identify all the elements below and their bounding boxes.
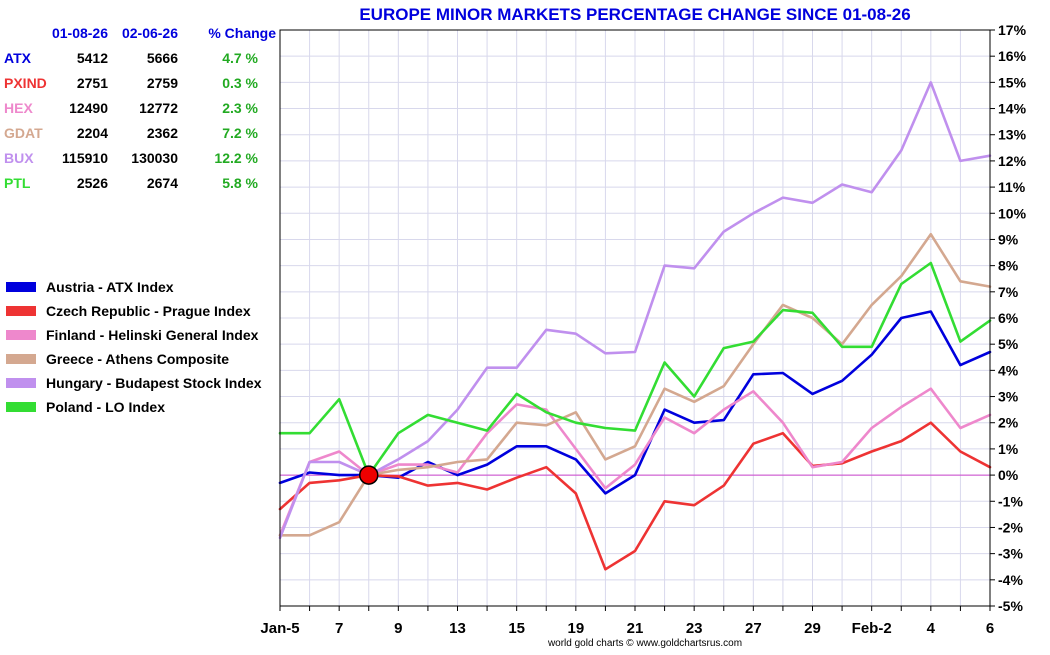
table-change-value: 4.7 % bbox=[222, 50, 258, 66]
legend-label: Greece - Athens Composite bbox=[46, 351, 229, 367]
table-ticker: HEX bbox=[4, 100, 33, 116]
base-marker-layer bbox=[359, 465, 379, 485]
y-tick-label: 2% bbox=[998, 415, 1019, 431]
table-start-value: 2526 bbox=[77, 175, 108, 191]
gridlines bbox=[279, 29, 991, 607]
series-line-finland bbox=[278, 387, 992, 537]
source-credit: world gold charts © www.goldchartsrus.co… bbox=[547, 638, 742, 649]
table-start-value: 115910 bbox=[62, 150, 108, 166]
series-line-poland bbox=[278, 261, 992, 477]
y-tick-label: 16% bbox=[998, 48, 1027, 64]
table-start-value: 12490 bbox=[69, 100, 108, 116]
y-tick-label: 5% bbox=[998, 336, 1019, 352]
y-tick-label: 12% bbox=[998, 153, 1027, 169]
x-tick-label: 7 bbox=[335, 620, 343, 637]
x-axis: Jan-5 7 9 13 15 19 21 23 27 29 Feb-2 4 6 bbox=[260, 606, 994, 637]
y-tick-label: 15% bbox=[998, 74, 1027, 90]
x-tick-label: 15 bbox=[508, 620, 525, 637]
y-tick-label: 14% bbox=[998, 101, 1027, 117]
base-date-marker bbox=[359, 465, 379, 485]
y-tick-label: -3% bbox=[998, 546, 1023, 562]
y-tick-label: 10% bbox=[998, 205, 1027, 221]
chart-title: EUROPE MINOR MARKETS PERCENTAGE CHANGE S… bbox=[359, 5, 910, 24]
legend-swatch bbox=[6, 354, 36, 364]
legend-swatch bbox=[6, 330, 36, 340]
x-tick-label: 21 bbox=[627, 620, 644, 637]
y-tick-label: 8% bbox=[998, 258, 1019, 274]
series-line-hungary bbox=[278, 81, 992, 540]
series-line-greece bbox=[278, 232, 992, 537]
y-tick-label: -2% bbox=[998, 519, 1023, 535]
table-end-value: 5666 bbox=[147, 50, 178, 66]
y-tick-label: -5% bbox=[998, 598, 1023, 614]
y-tick-label: 11% bbox=[998, 179, 1026, 195]
x-tick-label: 13 bbox=[449, 620, 466, 637]
x-tick-label: 27 bbox=[745, 620, 762, 637]
table-change-value: 2.3 % bbox=[222, 100, 258, 116]
table-ticker: BUX bbox=[4, 150, 34, 166]
legend-label: Czech Republic - Prague Index bbox=[46, 303, 251, 319]
x-tick-label: 6 bbox=[986, 620, 994, 637]
table-header-2: 02-06-26 bbox=[122, 25, 178, 41]
table-end-value: 2362 bbox=[147, 125, 178, 141]
legend: Austria - ATX Index Czech Republic - Prag… bbox=[6, 279, 262, 415]
table-start-value: 5412 bbox=[77, 50, 108, 66]
x-tick-label: 4 bbox=[927, 620, 936, 637]
legend-label: Poland - LO Index bbox=[46, 399, 165, 415]
table-end-value: 130030 bbox=[131, 150, 178, 166]
table-end-value: 12772 bbox=[139, 100, 178, 116]
y-tick-label: 1% bbox=[998, 441, 1019, 457]
y-tick-label: 0% bbox=[998, 467, 1019, 483]
legend-swatch bbox=[6, 378, 36, 388]
legend-label: Finland - Helinski General Index bbox=[46, 327, 259, 343]
x-tick-label: 29 bbox=[804, 620, 821, 637]
table-ticker: PXIND bbox=[4, 75, 47, 91]
y-tick-label: 9% bbox=[998, 231, 1019, 247]
legend-swatch bbox=[6, 306, 36, 316]
y-tick-label: 13% bbox=[998, 127, 1027, 143]
legend-label: Austria - ATX Index bbox=[46, 279, 174, 295]
x-tick-label: Feb-2 bbox=[852, 620, 892, 637]
series-layer bbox=[278, 81, 992, 571]
x-tick-label: Jan-5 bbox=[260, 620, 299, 637]
x-tick-label: 19 bbox=[567, 620, 584, 637]
table-change-value: 0.3 % bbox=[222, 75, 258, 91]
table-change-value: 12.2 % bbox=[214, 150, 258, 166]
table-change-value: 5.8 % bbox=[222, 175, 258, 191]
y-tick-label: 3% bbox=[998, 389, 1019, 405]
legend-swatch bbox=[6, 282, 36, 292]
series-line-czech bbox=[278, 421, 992, 571]
summary-table: 01-08-26 02-06-26 % Change ATX 5412 5666 4.7 %… bbox=[4, 25, 276, 191]
x-tick-label: 23 bbox=[686, 620, 703, 637]
y-tick-label: 4% bbox=[998, 362, 1019, 378]
y-tick-label: 7% bbox=[998, 284, 1019, 300]
table-start-value: 2751 bbox=[77, 75, 108, 91]
y-axis: -5% -4% -3% -2% -1% 0% 1% 2% 3% 4% 5% 6% 7% 8% 9% 10% 11… bbox=[990, 22, 1027, 614]
table-ticker: GDAT bbox=[4, 125, 43, 141]
y-tick-label: 6% bbox=[998, 310, 1019, 326]
legend-swatch bbox=[6, 402, 36, 412]
table-ticker: PTL bbox=[4, 175, 31, 191]
x-tick-label: 9 bbox=[394, 620, 402, 637]
table-end-value: 2759 bbox=[147, 75, 178, 91]
legend-label: Hungary - Budapest Stock Index bbox=[46, 375, 262, 391]
table-start-value: 2204 bbox=[77, 125, 108, 141]
y-tick-label: -4% bbox=[998, 572, 1023, 588]
y-tick-label: 17% bbox=[998, 22, 1027, 38]
table-header-1: 01-08-26 bbox=[52, 25, 108, 41]
table-header-3: % Change bbox=[208, 25, 276, 41]
table-end-value: 2674 bbox=[147, 175, 178, 191]
table-change-value: 7.2 % bbox=[222, 125, 258, 141]
table-ticker: ATX bbox=[4, 50, 32, 66]
y-tick-label: -1% bbox=[998, 493, 1023, 509]
